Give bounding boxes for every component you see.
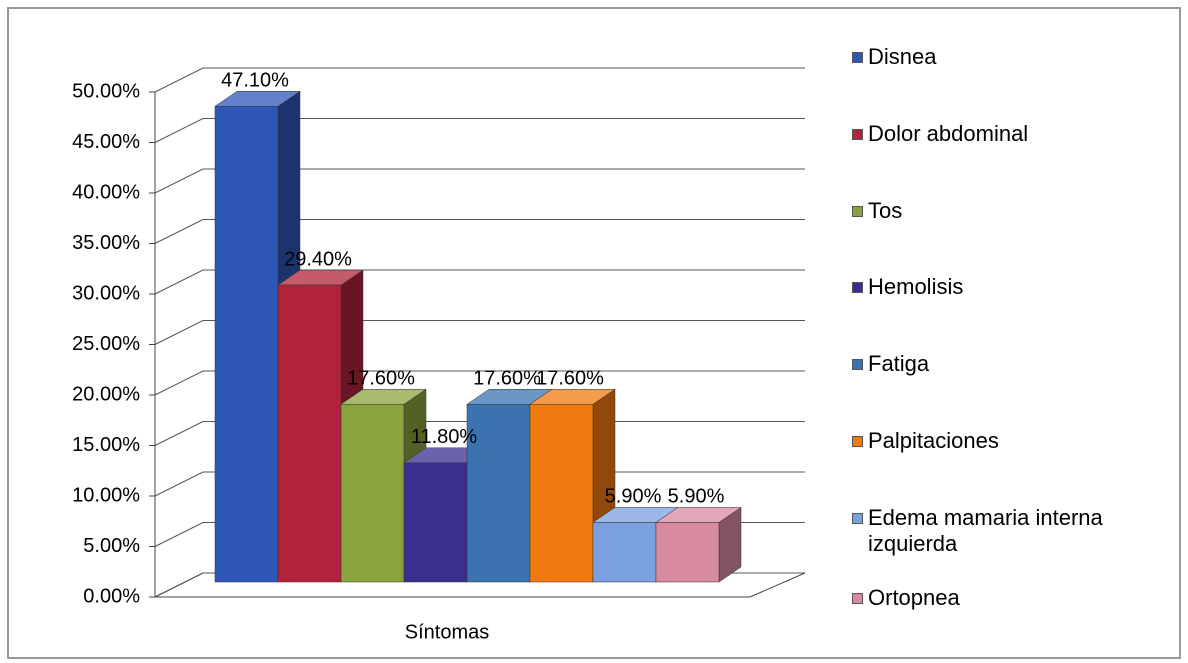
bar [214, 106, 279, 583]
y-tick-label: 40.00% [72, 181, 140, 203]
bar [592, 522, 657, 583]
legend-label: Dolor abdominal [868, 121, 1029, 146]
legend-swatch [852, 593, 863, 604]
bar [466, 403, 531, 583]
legend-swatch [852, 436, 863, 447]
y-tick-label: 20.00% [72, 383, 140, 405]
legend-label: Edema mamaria interna izquierda [868, 505, 1103, 556]
grid-line [154, 320, 805, 345]
legend-item: Disnea [852, 44, 1152, 70]
legend-label: Tos [868, 198, 903, 223]
grid-line [154, 219, 805, 244]
legend-swatch [852, 206, 863, 217]
y-tick-label: 50.00% [72, 80, 140, 102]
y-tick-label: 10.00% [72, 484, 140, 506]
legend-swatch [852, 282, 863, 293]
data-label: 17.60% [473, 368, 541, 390]
data-label: 17.60% [536, 368, 604, 390]
data-label: 17.60% [347, 368, 415, 390]
legend-item: Edema mamaria interna izquierda [852, 505, 1152, 557]
legend-swatch [852, 52, 863, 63]
y-tick-label: 30.00% [72, 282, 140, 304]
legend-label: Palpitaciones [868, 428, 999, 453]
bar [277, 284, 342, 583]
legend-item: Tos [852, 198, 1152, 224]
legend-label: Disnea [868, 44, 937, 69]
y-tick-label: 35.00% [72, 232, 140, 254]
y-tick-label: 15.00% [72, 434, 140, 456]
legend-label: Fatiga [868, 351, 930, 376]
bar [529, 403, 594, 583]
legend-swatch [852, 359, 863, 370]
x-axis-label: Síntomas [405, 621, 489, 643]
grid-line [154, 67, 805, 93]
grid-line [154, 269, 805, 295]
data-label: 5.90% [668, 486, 725, 508]
legend-item: Ortopnea [852, 585, 1152, 611]
grid-line [154, 168, 805, 194]
grid-line [154, 118, 805, 143]
y-tick-label: 45.00% [72, 131, 140, 153]
legend-swatch [852, 129, 863, 140]
data-label: 11.80% [411, 426, 478, 448]
legend-label: Ortopnea [868, 585, 960, 610]
data-label: 47.10% [221, 70, 289, 92]
data-label: 29.40% [284, 248, 352, 270]
legend-item: Dolor abdominal [852, 121, 1152, 147]
frame [7, 7, 1181, 659]
legend-item: Fatiga [852, 351, 1152, 377]
legend-label: Hemolisis [868, 274, 964, 299]
bar [340, 403, 405, 583]
data-label: 5.90% [605, 486, 662, 508]
y-tick-label: 0.00% [83, 585, 140, 607]
bar [655, 522, 720, 583]
y-tick-label: 5.00% [83, 535, 140, 557]
legend-item: Palpitaciones [852, 428, 1152, 454]
legend-swatch [852, 513, 863, 524]
legend-item: Hemolisis [852, 274, 1152, 300]
grid-line [154, 370, 805, 396]
y-tick-label: 25.00% [72, 333, 140, 355]
bar [403, 462, 468, 583]
